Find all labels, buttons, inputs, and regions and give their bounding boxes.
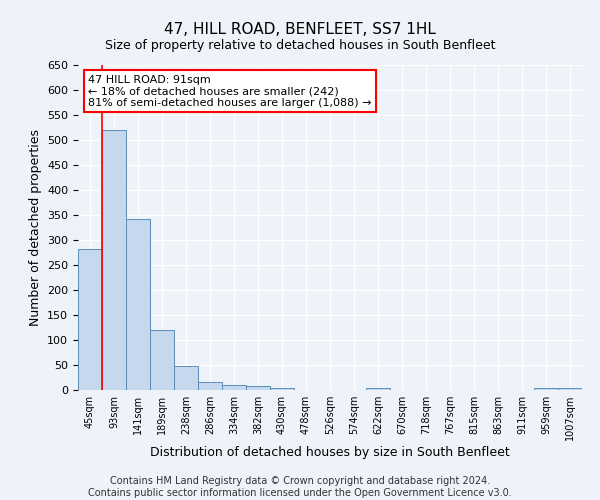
Bar [102, 130, 126, 390]
X-axis label: Distribution of detached houses by size in South Benfleet: Distribution of detached houses by size … [150, 446, 510, 459]
Bar [174, 366, 198, 390]
Bar [534, 388, 558, 390]
Bar [78, 249, 102, 390]
Bar [246, 386, 270, 390]
Bar [558, 388, 582, 390]
Bar [222, 384, 246, 390]
Text: 47, HILL ROAD, BENFLEET, SS7 1HL: 47, HILL ROAD, BENFLEET, SS7 1HL [164, 22, 436, 38]
Bar [126, 218, 150, 390]
Y-axis label: Number of detached properties: Number of detached properties [29, 129, 41, 326]
Bar [366, 388, 390, 390]
Text: 47 HILL ROAD: 91sqm
← 18% of detached houses are smaller (242)
81% of semi-detac: 47 HILL ROAD: 91sqm ← 18% of detached ho… [88, 74, 371, 108]
Bar [270, 388, 294, 390]
Bar [150, 330, 174, 390]
Text: Size of property relative to detached houses in South Benfleet: Size of property relative to detached ho… [105, 39, 495, 52]
Bar [198, 382, 222, 390]
Text: Contains HM Land Registry data © Crown copyright and database right 2024.
Contai: Contains HM Land Registry data © Crown c… [88, 476, 512, 498]
